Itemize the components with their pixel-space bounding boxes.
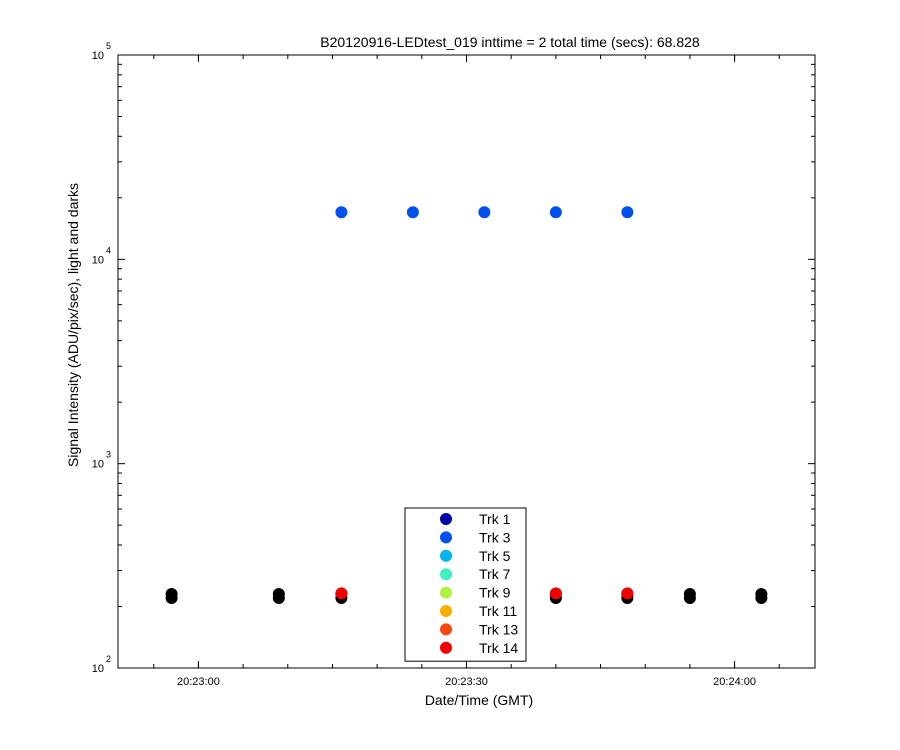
legend-marker — [440, 549, 452, 562]
y-tick-label: 10 — [92, 459, 104, 471]
data-points — [165, 206, 768, 605]
legend-marker — [440, 605, 452, 617]
dark-point — [755, 588, 768, 601]
legend-label: Trk 1 — [479, 511, 511, 527]
y-tick-exponent: 5 — [106, 41, 111, 51]
x-tick-label: 20:23:00 — [177, 676, 220, 688]
series-point — [478, 206, 491, 219]
x-tick-label: 20:23:30 — [445, 676, 488, 688]
legend-marker — [440, 568, 452, 581]
y-tick-exponent: 3 — [106, 450, 111, 460]
y-tick-label: 10 — [92, 663, 104, 675]
legend-marker — [440, 586, 452, 599]
chart-title: B20120916-LEDtest_019 inttime = 2 total … — [320, 34, 700, 50]
y-tick-exponent: 2 — [106, 654, 111, 664]
series-point — [406, 206, 419, 219]
legend-marker — [440, 623, 452, 636]
legend-label: Trk 9 — [479, 585, 511, 601]
x-axis-label: Date/Time (GMT) — [425, 692, 533, 708]
legend-label: Trk 7 — [479, 566, 511, 582]
series-point — [335, 587, 348, 600]
series-point — [335, 206, 348, 219]
y-tick-label: 10 — [92, 50, 104, 62]
dark-point — [683, 588, 696, 601]
legend-box — [404, 507, 527, 662]
y-axis-label: Signal Intensity (ADU/pix/sec), light an… — [65, 183, 81, 467]
legend-label: Trk 13 — [479, 621, 518, 637]
y-tick-exponent: 4 — [106, 245, 111, 255]
x-axis: 20:23:00 20:23:30 20:24:00 — [153, 55, 780, 688]
dark-point — [272, 588, 285, 601]
legend-marker — [440, 641, 452, 654]
y-tick-label: 10 — [92, 254, 104, 266]
legend-marker — [440, 531, 452, 544]
legend-label: Trk 14 — [479, 640, 518, 656]
series-point — [549, 206, 562, 219]
legend: Trk 1 Trk 3 Trk 5 Trk 7 Trk 9 Trk 11 Trk 13 Trk… — [404, 507, 527, 662]
series-point — [621, 587, 634, 600]
series-point — [549, 587, 562, 600]
legend-label: Trk 11 — [479, 603, 517, 619]
dark-point — [165, 588, 178, 601]
legend-marker — [440, 513, 452, 525]
x-tick-label: 20:24:00 — [713, 676, 756, 688]
legend-label: Trk 5 — [479, 548, 511, 564]
legend-label: Trk 3 — [479, 529, 511, 545]
series-point — [621, 206, 634, 219]
